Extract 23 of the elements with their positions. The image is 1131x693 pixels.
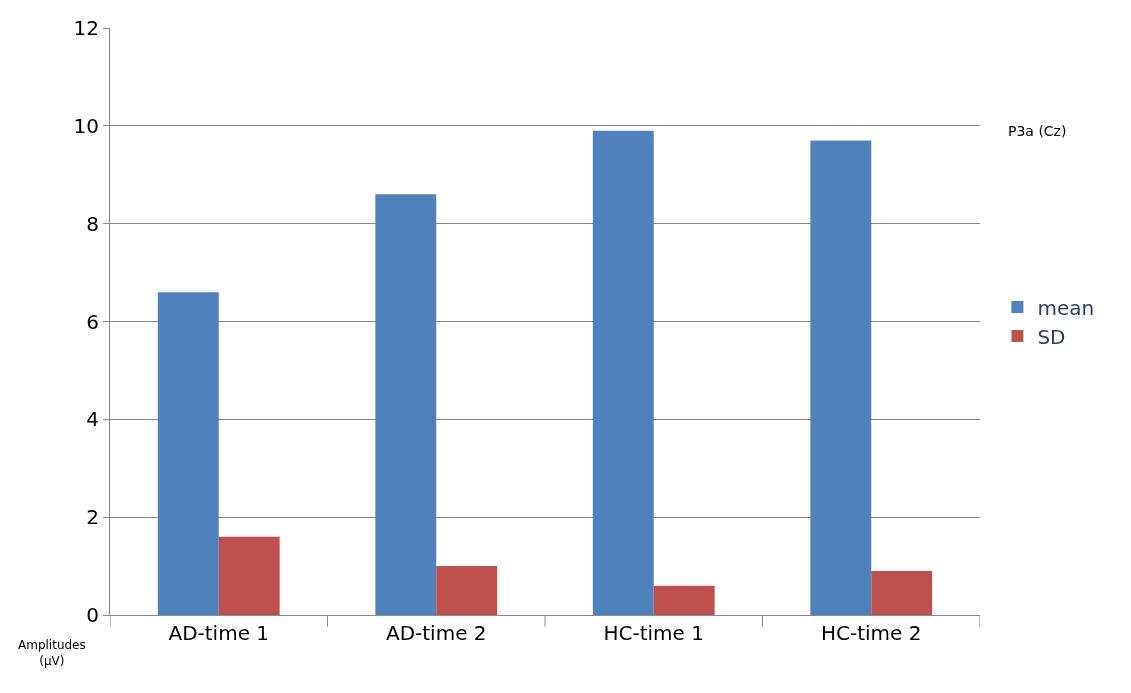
y-tick-label: 2 bbox=[86, 505, 99, 530]
x-tick-label: HC-time 1 bbox=[603, 621, 704, 645]
y-tick-label: 12 bbox=[73, 16, 99, 40]
x-tick-label: AD-time 2 bbox=[385, 621, 487, 645]
x-tick-label: HC-time 2 bbox=[821, 621, 922, 645]
y-tick-label: 0 bbox=[86, 603, 99, 627]
text: Amplitudes (µV) bbox=[18, 638, 86, 668]
y-tick-label: 6 bbox=[86, 309, 99, 334]
text: P3a (Cz) bbox=[1008, 123, 1067, 139]
y-tick-label: 10 bbox=[73, 113, 99, 138]
bar bbox=[871, 570, 933, 615]
bar bbox=[653, 585, 715, 615]
y-tick-label: 8 bbox=[86, 211, 99, 236]
x-tick-label: AD-time 1 bbox=[168, 621, 270, 645]
legend-label: SD bbox=[1037, 324, 1066, 349]
bar bbox=[592, 130, 654, 615]
y-tick-label: 4 bbox=[86, 407, 99, 432]
bar bbox=[810, 140, 872, 615]
bar bbox=[375, 194, 437, 615]
bar bbox=[436, 566, 498, 615]
legend-label: mean bbox=[1037, 295, 1095, 320]
bar bbox=[218, 536, 280, 615]
bar bbox=[157, 292, 219, 615]
